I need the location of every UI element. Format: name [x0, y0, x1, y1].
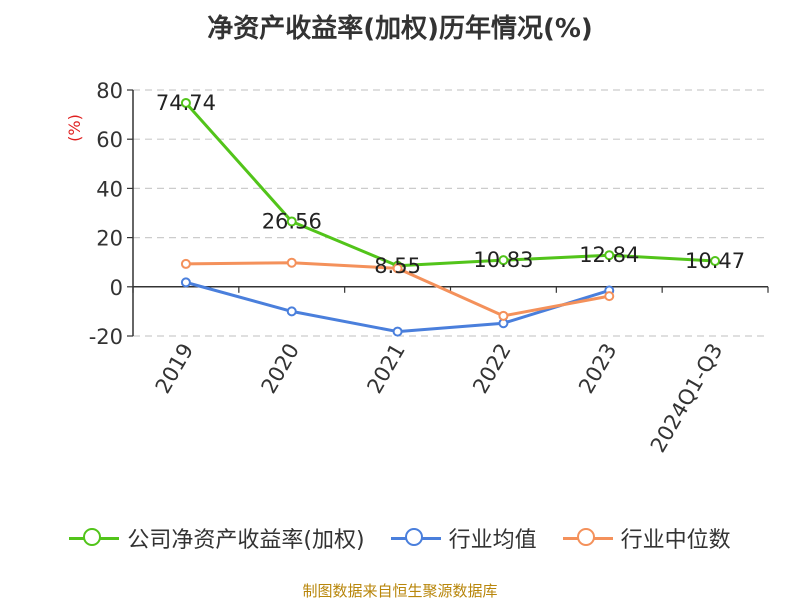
data-point-0 [498, 255, 509, 266]
data-point-2 [498, 310, 509, 321]
legend-marker-icon [562, 526, 613, 550]
series-line-0 [184, 101, 716, 268]
legend-item-industry-median[interactable]: 行业中位数 [562, 522, 731, 554]
x-tick-label: 2023 [574, 339, 622, 397]
data-point-1 [180, 277, 191, 288]
legend-dot [83, 528, 102, 546]
x-tick-label: 2021 [362, 339, 410, 397]
y-tick-label: 80 [96, 79, 123, 103]
y-axis-label: (%) [65, 114, 84, 142]
data-point-0 [604, 250, 615, 261]
legend-dot [404, 528, 423, 546]
legend-label-industry-mean: 行业均值 [448, 528, 537, 553]
legend-marker-icon [390, 526, 441, 550]
y-tick-label: 0 [110, 276, 123, 300]
chart-title: 净资产收益率(加权)历年情况(%) [207, 14, 593, 44]
data-point-0 [286, 216, 297, 227]
x-tick-label: 2020 [257, 339, 305, 397]
data-point-2 [180, 258, 191, 269]
y-tick-label: 20 [96, 227, 123, 251]
legend: 公司净资产收益率(加权) 行业均值 行业中位数 [0, 522, 800, 554]
data-label: 10.83 [473, 248, 533, 272]
x-tick-label: 2019 [151, 339, 199, 397]
legend-dot [576, 528, 595, 546]
data-point-2 [286, 257, 297, 268]
data-point-1 [392, 326, 403, 337]
data-point-2 [392, 263, 403, 274]
x-tick-label: 2022 [468, 339, 516, 397]
data-label: 8.55 [374, 254, 421, 278]
data-label: 74.74 [156, 91, 216, 115]
data-label: 10.47 [685, 249, 745, 273]
legend-label-industry-median: 行业中位数 [620, 528, 731, 553]
legend-label-company: 公司净资产收益率(加权) [127, 528, 365, 553]
data-label: 26.56 [262, 209, 322, 233]
data-point-0 [180, 97, 191, 108]
y-tick-label: 40 [96, 177, 123, 201]
legend-marker-icon [69, 526, 120, 550]
legend-item-company[interactable]: 公司净资产收益率(加权) [69, 522, 365, 554]
x-tick-label: 2024Q1-Q3 [646, 339, 728, 456]
data-label: 12.84 [579, 243, 639, 267]
legend-item-industry-mean[interactable]: 行业均值 [390, 522, 537, 554]
data-point-0 [710, 256, 721, 267]
data-point-1 [286, 306, 297, 317]
y-tick-label: -20 [89, 325, 123, 349]
y-tick-label: 60 [96, 128, 123, 152]
data-point-2 [604, 291, 615, 302]
source-note: 制图数据来自恒生聚源数据库 [302, 582, 498, 600]
